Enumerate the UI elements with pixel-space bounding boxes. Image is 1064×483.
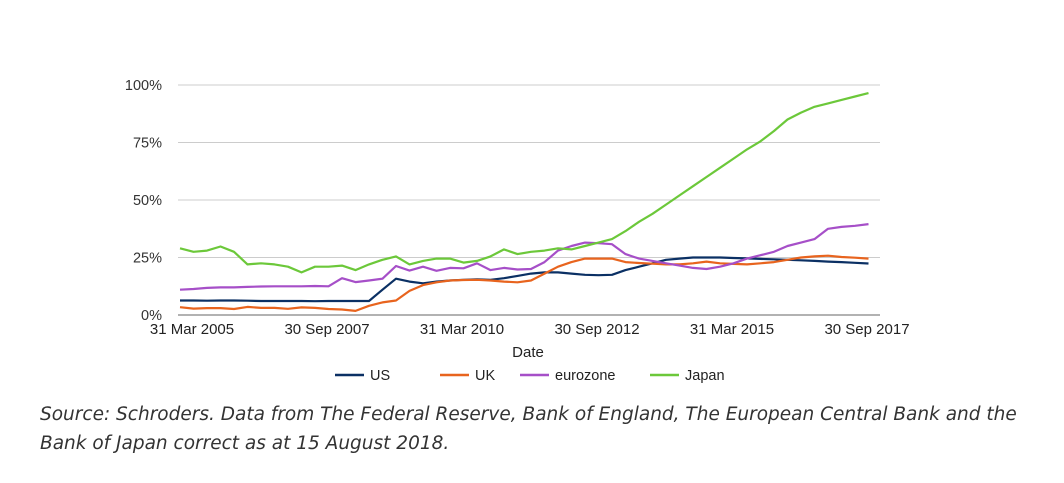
x-tick-label: 31 Mar 2015 xyxy=(690,321,774,338)
series-lines xyxy=(179,92,869,312)
series-line-eurozone xyxy=(179,223,869,291)
legend-label: UK xyxy=(475,368,495,384)
source-caption: Source: Schroders. Data from The Federal… xyxy=(40,404,1017,454)
y-tick-label: 75% xyxy=(133,136,162,152)
legend-label: US xyxy=(370,368,390,384)
x-tick-label: 31 Mar 2005 xyxy=(150,321,234,338)
legend-item-uk: UK xyxy=(440,368,495,384)
line-chart: 0%25%50%75%100% 31 Mar 2005 30 Sep 2007 31… xyxy=(125,78,910,384)
legend: US UK eurozone Japan xyxy=(335,368,725,384)
x-axis: 31 Mar 2005 30 Sep 2007 31 Mar 2010 30 Sep … xyxy=(150,321,910,338)
x-tick-label: 30 Sep 2012 xyxy=(554,321,639,338)
legend-label: Japan xyxy=(685,368,725,384)
y-tick-label: 50% xyxy=(133,193,162,209)
legend-item-us: US xyxy=(335,368,390,384)
series-line-us xyxy=(180,256,869,303)
series-line-uk xyxy=(179,254,869,312)
y-tick-label: 0% xyxy=(141,308,162,324)
y-tick-label: 25% xyxy=(133,251,162,267)
x-tick-label: 30 Sep 2007 xyxy=(284,321,369,338)
legend-item-japan: Japan xyxy=(650,368,725,384)
legend-item-eurozone: eurozone xyxy=(520,368,615,384)
x-tick-label: 30 Sep 2017 xyxy=(824,321,909,338)
x-tick-label: 31 Mar 2010 xyxy=(420,321,504,338)
x-axis-label: Date xyxy=(512,344,544,361)
y-axis: 0% 25% 50% 75% 100% xyxy=(125,78,162,324)
legend-label: eurozone xyxy=(555,368,615,384)
series-line-japan xyxy=(179,92,869,274)
y-tick-label: 100% xyxy=(125,78,162,94)
gridlines xyxy=(178,84,880,316)
